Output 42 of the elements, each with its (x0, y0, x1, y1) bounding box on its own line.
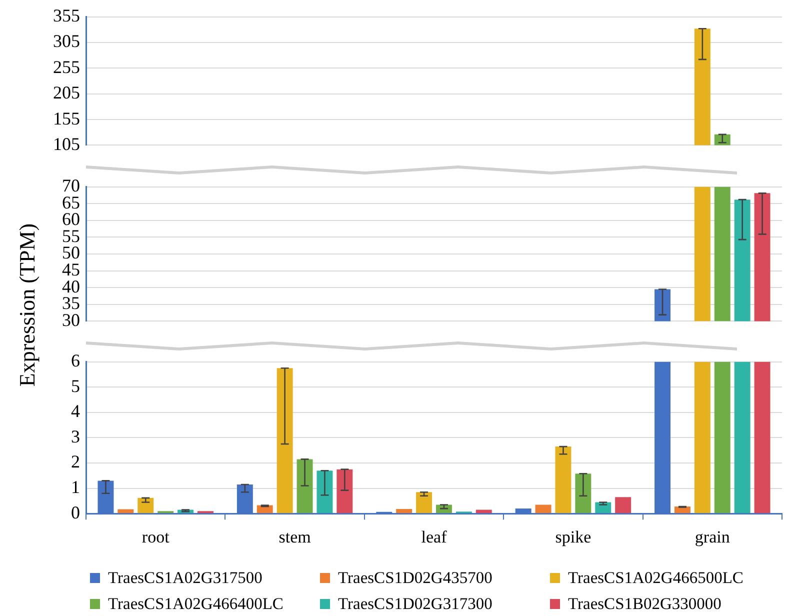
bar (138, 498, 154, 514)
y-tick-label: 205 (53, 82, 80, 103)
y-tick-label: 0 (71, 502, 80, 522)
legend-label: TraesCS1A02G466400LC (108, 594, 284, 614)
bar (714, 362, 730, 514)
bar (575, 474, 592, 514)
legend-label: TraesCS1B02G330000 (568, 594, 722, 614)
bar (336, 469, 353, 514)
legend-label: TraesCS1D02G317300 (338, 594, 492, 614)
x-tick-label: root (142, 527, 170, 546)
y-tick-label: 2 (71, 452, 80, 472)
y-tick-label: 305 (53, 31, 80, 52)
y-tick-label: 255 (53, 56, 80, 77)
bar (476, 510, 492, 514)
y-tick-label: 4 (71, 401, 80, 422)
bar (118, 509, 134, 514)
y-tick-label: 6 (71, 350, 80, 371)
bar (535, 504, 552, 514)
bar (754, 362, 770, 514)
y-tick-label: 355 (53, 6, 80, 26)
x-tick-label: leaf (421, 527, 448, 546)
x-tick-label: stem (278, 527, 311, 546)
legend-label: TraesCS1A02G466500LC (568, 568, 744, 588)
y-tick-label: 3 (71, 426, 80, 446)
bar (396, 509, 412, 514)
bar (615, 497, 632, 514)
y-tick-label: 5 (71, 376, 80, 396)
bar (316, 470, 333, 514)
y-axis-title: Expression (TPM) (14, 223, 40, 387)
bar (694, 362, 710, 514)
bar (734, 362, 750, 514)
legend-label: TraesCS1A02G317500 (108, 568, 262, 588)
y-tick-label: 155 (53, 108, 80, 128)
x-tick-label: spike (555, 527, 592, 546)
bar (296, 459, 313, 514)
x-tick-label: grain (694, 527, 730, 546)
y-tick-label: 105 (53, 134, 80, 154)
bar (276, 368, 293, 514)
bar (555, 446, 572, 514)
bar (416, 492, 432, 514)
legend-label: TraesCS1D02G435700 (338, 568, 492, 588)
y-tick-label: 1 (71, 477, 80, 498)
